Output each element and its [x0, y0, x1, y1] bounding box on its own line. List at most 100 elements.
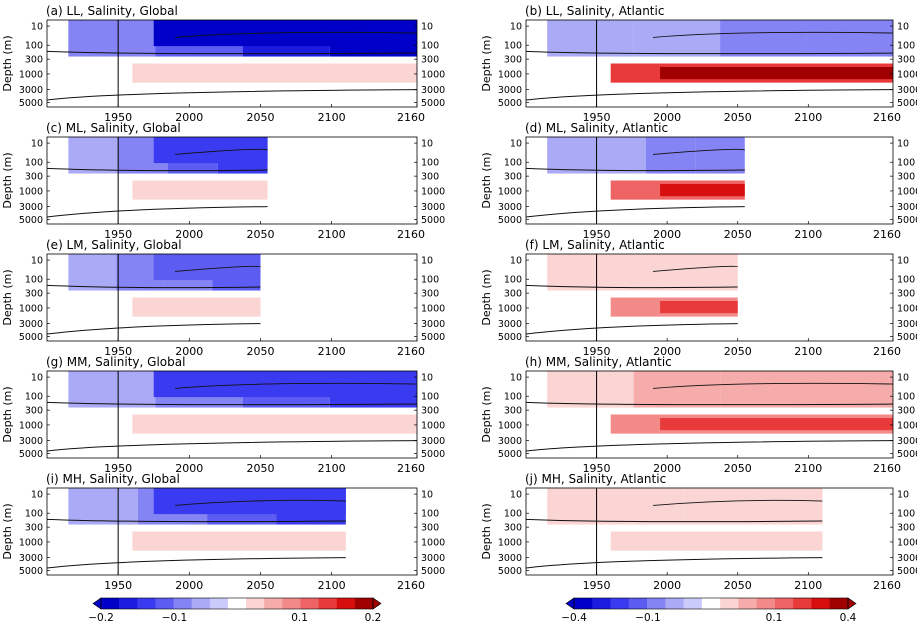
panel-title: (f) LM, Salinity, Atlantic: [525, 238, 665, 252]
colorbar-tick-label: −0.1: [162, 612, 188, 624]
y-tick-label-right: 10: [897, 373, 909, 384]
contour-line: [653, 31, 893, 38]
y-tick-label-left: 100: [504, 509, 522, 520]
colorbar-segment: [282, 598, 301, 609]
y-tick-label-left: 5000: [498, 332, 522, 343]
shallow-anomaly-band: [547, 254, 595, 291]
y-tick-label-right: 100: [897, 509, 915, 520]
y-tick-label-right: 10: [421, 139, 433, 150]
shallow-anomaly-band: [684, 488, 754, 525]
y-tick-label-right: 3000: [421, 202, 445, 213]
contour-line: [175, 148, 268, 155]
x-tick-label: 1950: [583, 345, 611, 358]
y-tick-label-left: 100: [25, 392, 43, 403]
x-tick-label: 2050: [724, 228, 752, 241]
salinity-field: [526, 137, 893, 224]
y-tick-label-right: 10: [897, 256, 909, 267]
y-tick-label-right: 3000: [897, 202, 917, 213]
y-tick-label-left: 3000: [498, 202, 522, 213]
y-tick-label-right: 100: [421, 158, 439, 169]
shallow-anomaly-band: [596, 137, 646, 174]
shallow-anomaly-band: [547, 20, 634, 57]
x-tick-label: 2160: [873, 579, 901, 592]
colorbar-segment: [610, 598, 630, 609]
y-tick-label-left: 100: [504, 392, 522, 403]
colorbar-min-arrow: [565, 597, 575, 610]
colorbar-segment: [246, 598, 265, 609]
y-tick-label-right: 10: [897, 490, 909, 501]
salinity-field: [47, 371, 417, 458]
panel-title: (h) MM, Salinity, Atlantic: [525, 355, 672, 369]
x-tick-label: 1950: [104, 579, 132, 592]
x-tick-label: 2100: [318, 345, 346, 358]
colorbar-tick-label: 0.4: [840, 612, 857, 624]
y-tick-label-right: 10: [421, 256, 433, 267]
panel-title: (e) LM, Salinity, Global: [46, 238, 182, 252]
y-tick-label-right: 100: [897, 41, 915, 52]
colorbar-tick-label: 0.2: [365, 612, 382, 624]
contour-line: [175, 31, 417, 38]
shallow-anomaly-core: [153, 137, 268, 164]
y-axis-label: Depth (m): [1, 269, 14, 325]
x-tick-label: 2100: [794, 579, 822, 592]
x-tick-label: 2100: [318, 579, 346, 592]
colorbar-tick-label: 0.1: [291, 612, 308, 624]
y-tick-label-right: 300: [897, 55, 915, 66]
contour-line: [47, 323, 261, 335]
x-tick-label: 2050: [724, 345, 752, 358]
contour-line: [47, 206, 268, 218]
y-tick-label-right: 10: [897, 139, 909, 150]
panel-title: (b) LL, Salinity, Atlantic: [525, 4, 664, 18]
contour-line: [526, 206, 745, 218]
y-tick-label-left: 300: [25, 55, 43, 66]
deep-anomaly-core: [660, 417, 893, 431]
shallow-anomaly-band: [68, 254, 117, 291]
y-tick-label-left: 1000: [498, 537, 522, 548]
y-tick-label-left: 100: [25, 158, 43, 169]
x-tick-label: 2100: [318, 462, 346, 475]
x-tick-label: 1950: [104, 462, 132, 475]
y-tick-label-left: 10: [510, 22, 522, 33]
y-tick-label-left: 100: [25, 41, 43, 52]
y-tick-label-left: 5000: [498, 215, 522, 226]
x-tick-label: 1950: [583, 111, 611, 124]
plot-frame: [525, 136, 894, 225]
x-tick-label: 1950: [104, 111, 132, 124]
colorbar-segment: [227, 598, 247, 609]
x-tick-label: 2050: [724, 111, 752, 124]
colorbar-segment: [756, 598, 776, 609]
plot-frame: [46, 19, 418, 108]
panel-title: (a) LL, Salinity, Global: [46, 4, 178, 18]
salinity-field: [526, 371, 893, 458]
y-tick-label-right: 5000: [421, 566, 445, 577]
y-tick-label-left: 10: [510, 139, 522, 150]
contour-line: [47, 89, 417, 101]
contour-line: [47, 167, 268, 172]
y-tick-label-left: 5000: [19, 332, 43, 343]
y-tick-label-left: 10: [31, 490, 43, 501]
contour-line: [526, 50, 893, 55]
x-tick-label: 2100: [794, 462, 822, 475]
x-tick-label: 2160: [873, 345, 901, 358]
y-tick-label-right: 100: [897, 392, 915, 403]
y-tick-label-right: 100: [421, 275, 439, 286]
colorbar-segment: [155, 598, 174, 609]
y-tick-label-left: 1000: [19, 420, 43, 431]
y-tick-label-left: 1000: [19, 186, 43, 197]
x-tick-label: 2000: [653, 462, 681, 475]
panel-title: (d) ML, Salinity, Atlantic: [525, 121, 668, 135]
shallow-anomaly-band: [806, 371, 893, 408]
y-tick-label-right: 300: [421, 172, 439, 183]
y-tick-label-right: 300: [421, 406, 439, 417]
y-tick-label-left: 3000: [19, 202, 43, 213]
contour-line: [653, 499, 823, 506]
colorbar-segment: [101, 598, 120, 609]
y-tick-label-right: 1000: [897, 420, 917, 431]
colorbar-tick-label: −0.4: [561, 612, 587, 624]
y-tick-label-left: 3000: [19, 553, 43, 564]
colorbar-segment: [647, 598, 666, 609]
y-tick-label-right: 300: [897, 523, 915, 534]
